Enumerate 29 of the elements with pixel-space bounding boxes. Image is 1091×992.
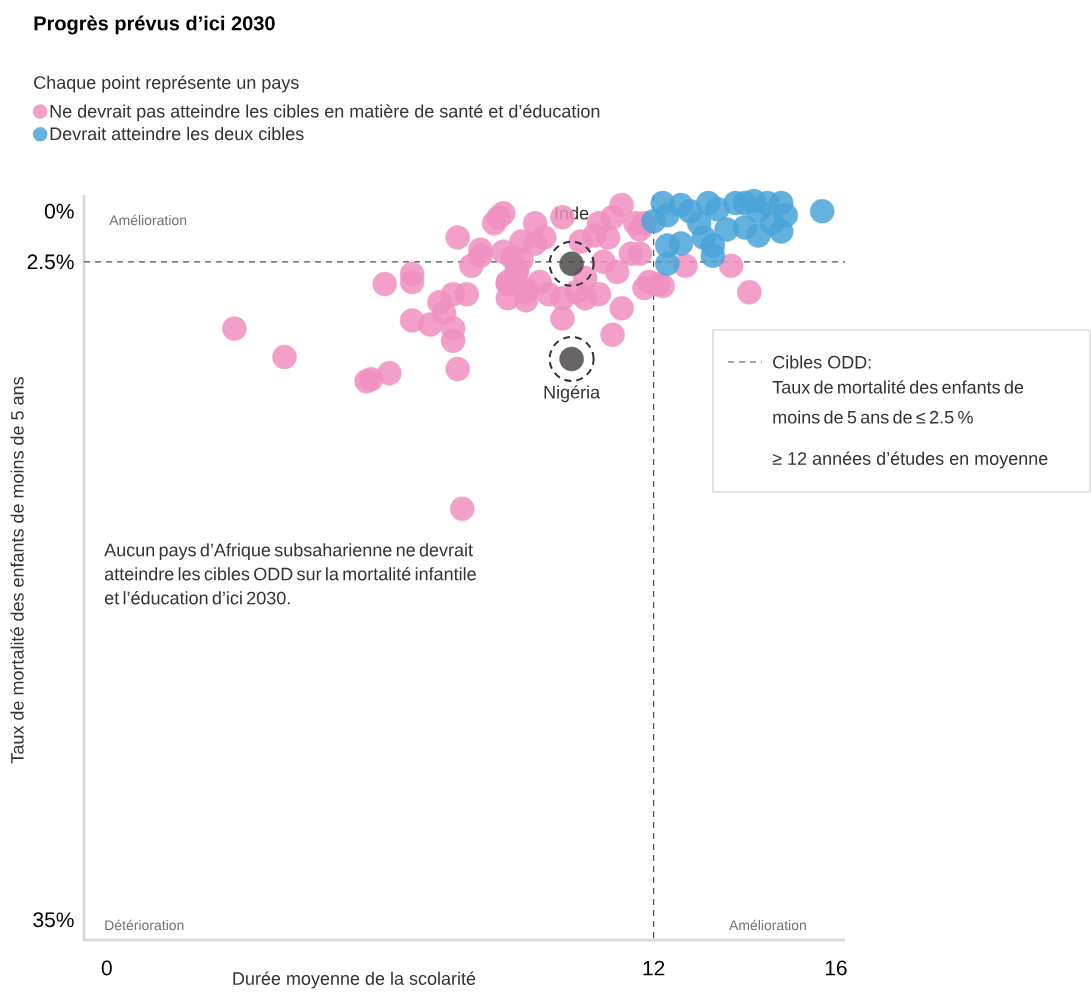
y-tick-label: 35% [33,912,74,928]
y-tick-label: 0% [44,203,74,219]
point [705,196,730,222]
annotation: Amélioration [729,919,806,931]
chart-subtitle: Chaque point représente un pays [34,75,299,93]
x-tick-label: 16 [825,960,847,976]
point [548,335,595,382]
annotation: Amélioration [109,214,187,226]
x-tick-label: 0 [101,960,112,976]
annotation: Aucun pays d’Afrique subsaharienne ne devrait atteindre les cibles ODD sur la mortalité infantile et l’éducation d’ici 2030. [104,543,476,605]
point [548,240,595,287]
x-axis-title: Durée moyenne de la scolarité [233,971,476,989]
point [700,243,726,268]
legend-label: Devrait atteindre les deux cibles [50,126,304,141]
legend-label: Cibles ODD: [773,355,871,369]
point [810,198,835,224]
legend-label: Ne devrait pas atteindre les cibles en matière de santé et d’éducation [50,104,600,122]
annotation: Détérioration [105,919,184,931]
point [655,251,680,277]
y-tick-label: 2.5% [27,254,74,270]
point [755,190,780,216]
point [769,219,794,244]
point [714,217,739,242]
annotation: ≥ 12 années d’études en moyenne [772,451,1048,469]
chart-title: Progrès prévus d’ici 2030 [34,15,275,35]
annotation: Nigéria [544,385,601,403]
annotation: Taux de mortalité des enfants de moins de 5 ans de ≤ 2.5 % [772,380,1024,424]
y-axis-title: Taux de mortalité des enfants de moins de 5 ans [10,377,24,764]
x-tick-label: 12 [643,960,665,976]
